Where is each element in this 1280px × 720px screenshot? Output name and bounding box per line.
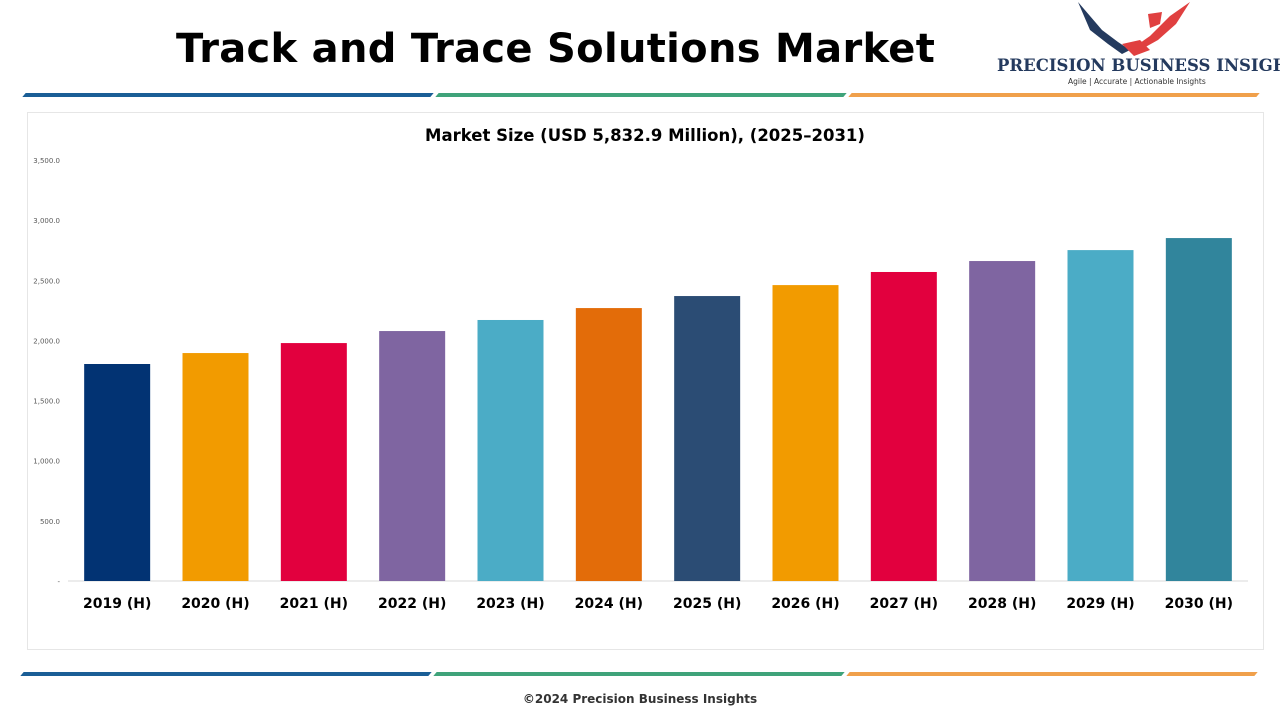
x-tick-label: 2023 (H) [476, 596, 544, 612]
copyright-footer: ©2024 Precision Business Insights [522, 692, 758, 706]
x-tick-label: 2022 (H) [378, 596, 446, 612]
bar [575, 308, 642, 581]
y-tick-label: 1,000.0 [33, 458, 60, 466]
x-tick-label: 2020 (H) [181, 596, 249, 612]
x-tick-label: 2019 (H) [83, 596, 151, 612]
bar [84, 364, 151, 581]
x-tick-label: 2027 (H) [870, 596, 938, 612]
logo: PRECISION BUSINESS INSIGHTS Agile | Accu… [990, 0, 1280, 92]
y-tick-label: 2,500.0 [33, 277, 60, 285]
bar [674, 296, 741, 581]
footer-stripe-orange [846, 672, 1258, 676]
y-tick-label: 3,500.0 [33, 157, 60, 165]
bar [477, 319, 544, 581]
chart-panel [27, 112, 1264, 650]
bar [379, 331, 446, 581]
eagle-logo-icon [1078, 2, 1190, 56]
x-tick-label: 2028 (H) [968, 596, 1036, 612]
x-tick-label: 2030 (H) [1165, 596, 1233, 612]
logo-tagline: Agile | Accurate | Actionable Insights [1068, 77, 1206, 86]
x-tick-label: 2025 (H) [673, 596, 741, 612]
y-tick-label: 1,500.0 [33, 398, 60, 406]
bar [772, 285, 839, 581]
y-tick-label: 2,000.0 [33, 337, 60, 345]
bar [280, 343, 347, 581]
y-tick-label: - [57, 578, 60, 586]
x-tick-label: 2021 (H) [280, 596, 348, 612]
bar [969, 261, 1036, 581]
footer-stripe-green [433, 672, 845, 676]
x-tick-label: 2024 (H) [575, 596, 643, 612]
chart-title: Market Size (USD 5,832.9 Million), (2025… [425, 126, 865, 145]
bar [182, 353, 249, 581]
y-tick-label: 3,000.0 [33, 217, 60, 225]
page-title: Track and Trace Solutions Market [176, 26, 936, 72]
x-tick-label: 2029 (H) [1066, 596, 1134, 612]
x-tick-label: 2026 (H) [771, 596, 839, 612]
logo-name: PRECISION BUSINESS INSIGHTS [997, 56, 1280, 75]
bar [870, 271, 937, 581]
y-tick-label: 500.0 [40, 518, 60, 526]
footer-stripe-blue [20, 672, 432, 676]
bar [1067, 250, 1134, 581]
bar [1165, 238, 1232, 581]
